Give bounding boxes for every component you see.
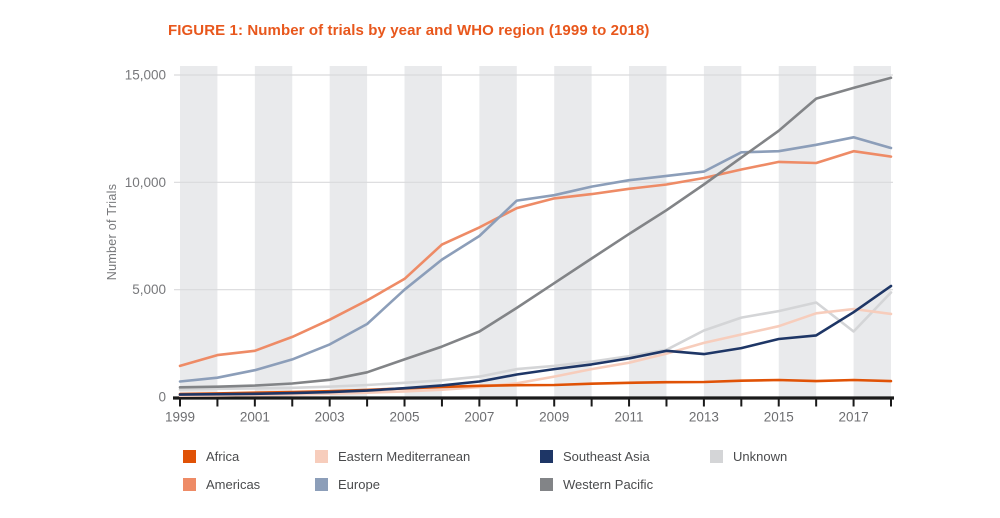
series-line-unknown bbox=[178, 291, 893, 391]
legend-item-americas: Americas bbox=[183, 476, 315, 492]
x-tick-label: 2017 bbox=[839, 410, 869, 425]
legend-item-unknown: Unknown bbox=[710, 448, 788, 464]
legend-label: Europe bbox=[338, 476, 380, 492]
series-line-western-pacific bbox=[178, 76, 893, 389]
x-tick-label: 2005 bbox=[390, 410, 420, 425]
legend-swatch bbox=[315, 477, 328, 491]
series-line-eastern-mediterranean bbox=[178, 307, 893, 398]
legend-swatch bbox=[183, 477, 196, 491]
legend-label: Southeast Asia bbox=[563, 448, 650, 464]
x-tick-label: 2013 bbox=[689, 410, 719, 425]
year-band bbox=[329, 66, 368, 397]
legend-item-europe: Europe bbox=[315, 476, 540, 492]
legend-swatch bbox=[540, 449, 553, 463]
legend-swatch bbox=[183, 449, 196, 463]
x-tick-label: 2011 bbox=[615, 410, 644, 425]
year-band bbox=[778, 66, 817, 397]
legend-label: Western Pacific bbox=[563, 476, 654, 492]
x-tick-label: 1999 bbox=[165, 410, 195, 425]
figure-title: FIGURE 1: Number of trials by year and W… bbox=[168, 22, 650, 39]
x-tick-label: 2009 bbox=[539, 410, 569, 425]
legend-label: Eastern Mediterranean bbox=[338, 448, 471, 464]
series-line-southeast-asia bbox=[178, 284, 893, 396]
x-tick-label: 2001 bbox=[240, 410, 270, 425]
y-tick-label: 0 bbox=[158, 390, 166, 405]
x-tick-label: 2003 bbox=[315, 410, 345, 425]
y-tick-label: 10,000 bbox=[125, 175, 166, 190]
legend-swatch bbox=[540, 477, 553, 491]
year-band bbox=[254, 66, 293, 397]
legend-item-eastern-mediterranean: Eastern Mediterranean bbox=[315, 448, 540, 464]
x-tick-label: 2007 bbox=[464, 410, 494, 425]
series-line-europe bbox=[178, 136, 893, 383]
y-tick-label: 15,000 bbox=[125, 68, 166, 83]
year-band bbox=[703, 66, 742, 397]
legend-item-western-pacific: Western Pacific bbox=[540, 476, 710, 492]
y-tick-label: 5,000 bbox=[132, 282, 166, 297]
year-band bbox=[554, 66, 592, 397]
year-band bbox=[404, 66, 442, 397]
chart-legend: Africa Americas Eastern Mediterranean Europ… bbox=[183, 448, 788, 492]
legend-item-southeast-asia: Southeast Asia bbox=[540, 448, 710, 464]
legend-label: Africa bbox=[206, 448, 240, 464]
legend-label: Unknown bbox=[733, 448, 788, 464]
x-tick-label: 2015 bbox=[764, 410, 794, 425]
legend-label: Americas bbox=[206, 476, 261, 492]
legend-item-africa: Africa bbox=[183, 448, 315, 464]
year-band bbox=[180, 66, 218, 397]
year-band bbox=[853, 66, 891, 397]
legend-swatch bbox=[315, 449, 328, 463]
series-line-americas bbox=[178, 149, 893, 368]
legend-swatch bbox=[710, 449, 723, 463]
